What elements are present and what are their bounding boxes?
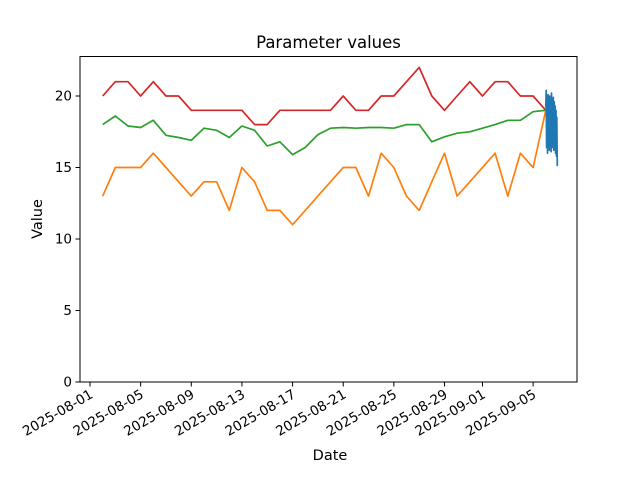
plot-area [79,56,578,383]
y-tick-label: 10 [55,232,72,248]
y-tick-label: 15 [55,160,72,176]
chart-title: Parameter values [256,33,401,52]
series-lines [101,66,559,226]
red-series-line [102,66,547,126]
x-axis-label: Date [313,448,348,464]
blue-burst-series-line [544,89,559,167]
orange-series-line [101,110,547,226]
y-tick-label: 20 [55,89,72,105]
y-axis-label: Value [30,199,46,239]
y-tick-label: 5 [63,303,72,319]
y-tick-label: 0 [63,375,72,391]
green-series-line [102,109,546,156]
